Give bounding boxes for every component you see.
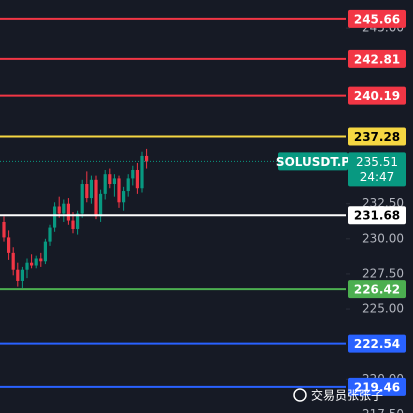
watermark-icon: [293, 388, 307, 402]
level-label-box: [348, 86, 406, 105]
candle-body: [131, 169, 135, 179]
candle-body: [71, 220, 75, 229]
level-label-box: [348, 49, 406, 68]
candle-body: [48, 227, 52, 242]
candle-body: [108, 174, 112, 185]
candle-body: [85, 184, 89, 199]
candle-body: [53, 206, 57, 228]
symbol-label: SOLUSDT.P: [276, 155, 350, 169]
candle-body: [11, 252, 15, 270]
level-label: 237.28: [354, 130, 400, 144]
level-label: 226.42: [354, 283, 400, 297]
candle-body: [135, 169, 139, 189]
level-label-box: [348, 127, 406, 146]
candle-body: [57, 206, 61, 214]
candle-body: [80, 184, 84, 214]
candle-body: [122, 191, 126, 203]
y-tick-label: 230.00: [362, 231, 404, 245]
candle-body: [20, 269, 24, 281]
candle-body: [112, 178, 116, 185]
level-label: 219.46: [354, 380, 400, 394]
level-label-box: [348, 334, 406, 353]
level-label-box: [348, 206, 406, 225]
level-label: 222.54: [354, 337, 400, 351]
watermark: 交易员张张子: [311, 388, 383, 403]
level-label-box: [348, 377, 406, 396]
candle-body: [117, 178, 121, 203]
candle-body: [25, 262, 29, 270]
candle-body: [76, 213, 80, 229]
candle-body: [7, 237, 11, 253]
y-tick-label: 217.50: [362, 407, 404, 413]
candle-body: [62, 203, 66, 214]
level-label-box: [348, 9, 406, 28]
candle-body: [126, 178, 130, 192]
candle-body: [30, 262, 34, 266]
candle-body: [103, 174, 107, 194]
symbol-box: [278, 152, 348, 171]
level-label: 231.68: [354, 209, 400, 223]
level-label-box: [348, 280, 406, 299]
countdown: 24:47: [360, 170, 395, 184]
level-label: 242.81: [354, 52, 400, 66]
level-label: 245.66: [354, 12, 400, 26]
candle-body: [89, 179, 93, 199]
candle-body: [2, 221, 6, 238]
candle-body: [34, 258, 38, 266]
last-price-label: 235.51: [356, 155, 398, 169]
candle-body: [145, 155, 149, 162]
y-tick-label: 225.00: [362, 302, 404, 316]
candle-body: [99, 193, 103, 217]
candle-body: [16, 269, 20, 281]
y-tick-label: 227.50: [362, 266, 404, 280]
candle-body: [43, 241, 47, 262]
last-price-box: [348, 152, 406, 187]
candle-body: [140, 155, 144, 189]
candle-body: [66, 203, 70, 221]
candle-body: [39, 258, 43, 262]
level-label: 240.19: [354, 89, 400, 103]
candle-body: [94, 179, 98, 217]
